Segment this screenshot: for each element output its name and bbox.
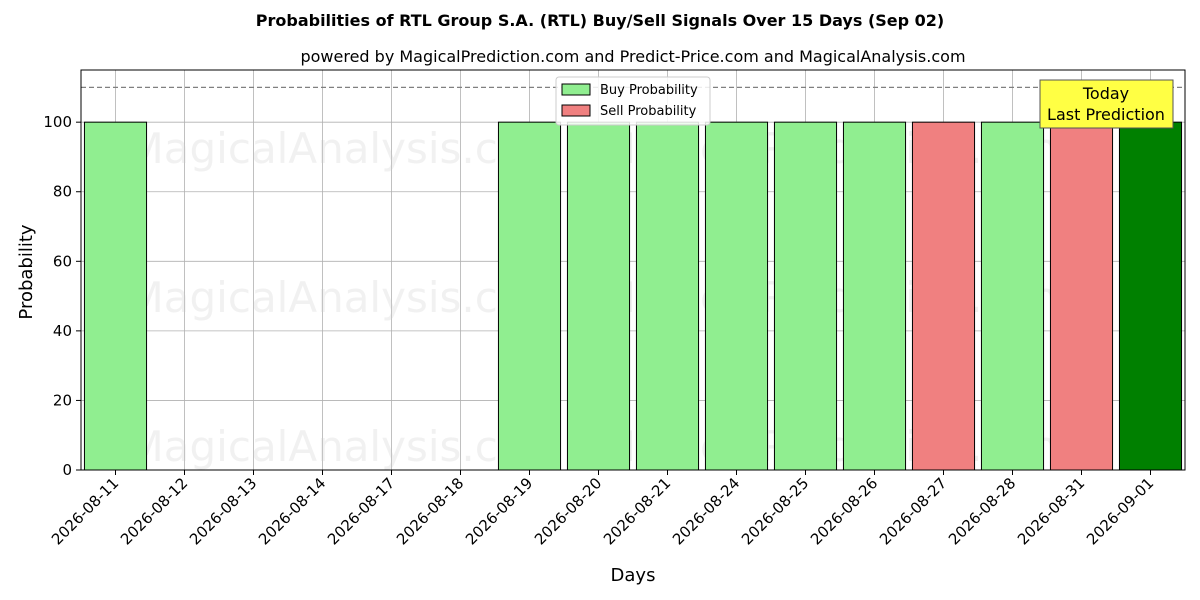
buy-bar-2026-08-24 <box>704 121 769 471</box>
x-tick-label: 2026-08-13 <box>186 474 260 548</box>
chart-subtitle: powered by MagicalPrediction.com and Pre… <box>300 47 965 66</box>
buy-bar-2026-09-01 <box>1118 121 1183 471</box>
buy-bar-2026-08-25 <box>773 121 838 471</box>
x-tick-label: 2026-08-12 <box>117 474 191 548</box>
y-tick-label: 0 <box>62 461 72 479</box>
annotation-line: Last Prediction <box>1047 105 1165 124</box>
x-tick-label: 2026-08-18 <box>393 474 467 548</box>
sell-bar-2026-08-31 <box>1049 121 1114 471</box>
watermark-text: MagicalAnalysis.com <box>128 422 565 471</box>
y-tick-label: 100 <box>43 113 72 131</box>
x-tick-label: 2026-08-24 <box>669 474 743 548</box>
y-tick-label: 80 <box>53 183 72 201</box>
plot-frame <box>80 69 1186 471</box>
x-tick-label: 2026-08-20 <box>531 474 605 548</box>
watermark-text: MagicalAnalysis.com <box>128 124 565 173</box>
annotation-box <box>1039 79 1174 129</box>
y-tick-label: 20 <box>53 391 72 409</box>
buy-bar-2026-08-19 <box>497 121 562 471</box>
x-tick-label: 2026-08-11 <box>48 474 122 548</box>
x-tick-label: 2026-09-01 <box>1083 474 1157 548</box>
x-tick-label: 2026-08-31 <box>1014 474 1088 548</box>
y-tick-label: 40 <box>53 322 72 340</box>
x-axis-label: Days <box>611 565 656 586</box>
buy-bar-2026-08-26 <box>842 121 907 471</box>
legend-box <box>555 76 711 126</box>
bar-layer <box>83 121 1183 471</box>
legend: Buy Probability Sell Probability <box>555 76 711 126</box>
annotation-line: Today <box>1082 84 1129 103</box>
watermark-text: MagicalAnalysis.com <box>128 273 565 322</box>
buy-bar-2026-08-20 <box>566 121 631 471</box>
buy-bar-2026-08-11 <box>83 121 148 471</box>
x-tick-label: 2026-08-25 <box>738 474 812 548</box>
legend-swatch <box>561 83 591 96</box>
x-tick-label: 2026-08-21 <box>600 474 674 548</box>
legend-entry: Sell Probability <box>600 104 697 119</box>
legend-swatch <box>561 104 591 117</box>
y-tick-label: 60 <box>53 252 72 270</box>
x-tick-label: 2026-08-28 <box>945 474 1019 548</box>
buy-bar-2026-08-21 <box>635 121 700 471</box>
today-annotation: Today Last Prediction <box>1039 79 1174 129</box>
x-tick-label: 2026-08-26 <box>807 474 881 548</box>
sell-bar-2026-08-27 <box>911 121 976 471</box>
chart-title: Probabilities of RTL Group S.A. (RTL) Bu… <box>256 11 945 30</box>
x-tick-label: 2026-08-19 <box>462 474 536 548</box>
buy-bar-2026-08-28 <box>980 121 1045 471</box>
legend-entry: Buy Probability <box>600 83 698 98</box>
x-tick-label: 2026-08-27 <box>876 474 950 548</box>
x-tick-label: 2026-08-17 <box>324 474 398 548</box>
y-axis-label: Probability <box>16 224 37 319</box>
x-tick-label: 2026-08-14 <box>255 474 329 548</box>
